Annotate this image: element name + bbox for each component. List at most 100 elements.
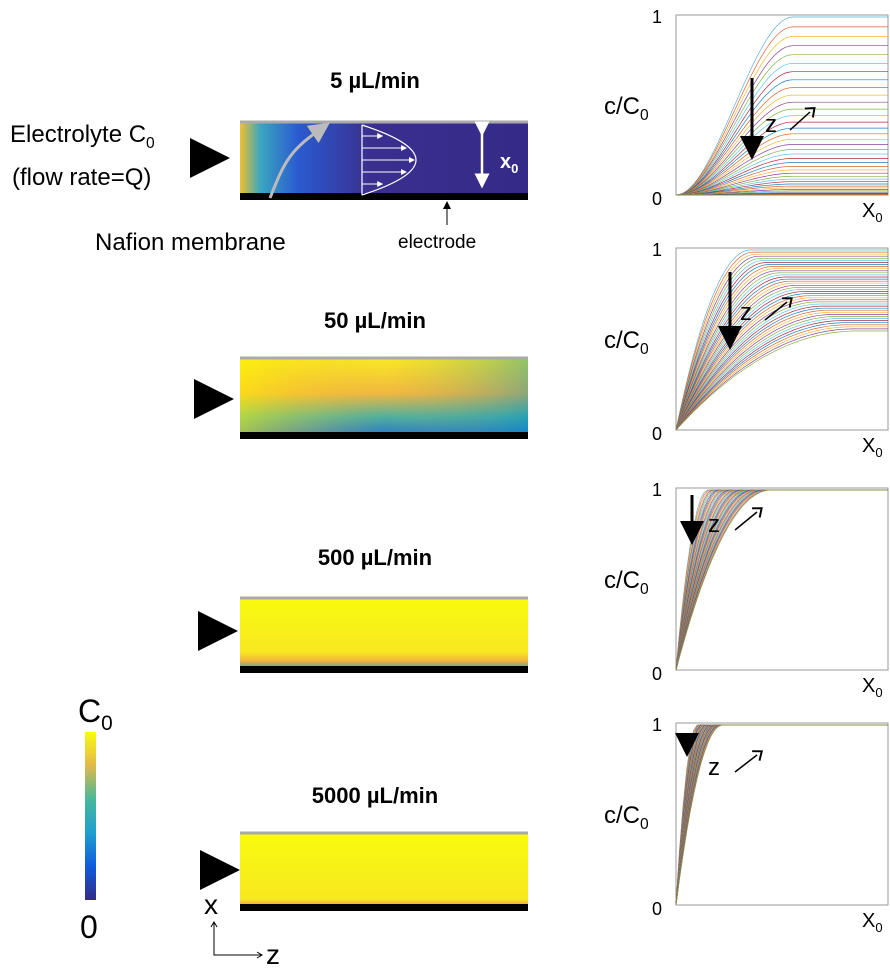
y-bottom-label: 0	[652, 664, 662, 684]
curve	[675, 293, 888, 431]
electrode	[240, 432, 528, 439]
plot-frame	[675, 722, 889, 906]
curve	[675, 138, 888, 196]
curve	[675, 144, 888, 196]
electrolyte-label-main: Electrolyte C	[10, 121, 146, 148]
curve	[675, 330, 888, 431]
y-axis-label-sub: 0	[640, 581, 649, 598]
curve	[675, 36, 888, 196]
direction-arrow	[734, 750, 763, 773]
direction-label: z	[740, 299, 752, 326]
curve	[675, 158, 888, 196]
curve	[675, 175, 888, 196]
curve	[675, 101, 888, 196]
direction-arrow	[789, 106, 816, 131]
curve	[675, 284, 888, 431]
height-label-main: x	[500, 151, 511, 173]
curve	[675, 71, 888, 196]
curve	[675, 94, 888, 196]
curve	[675, 282, 888, 431]
colorbar-bottom-label: 0	[80, 909, 98, 945]
curve	[675, 309, 888, 431]
curve	[675, 262, 888, 431]
colorbar	[85, 732, 96, 900]
curve	[675, 301, 888, 431]
curve	[675, 149, 888, 196]
plot-frame	[675, 487, 889, 671]
curve	[675, 26, 888, 196]
curve	[675, 299, 888, 431]
curve	[675, 274, 888, 431]
curve	[675, 255, 888, 431]
direction-label: z	[708, 754, 720, 781]
curve	[675, 54, 888, 196]
curve	[675, 724, 888, 906]
curve	[675, 133, 888, 196]
curve	[675, 278, 888, 431]
channel	[240, 598, 528, 670]
axis-legend-head-z	[256, 951, 263, 959]
curve	[676, 187, 888, 196]
y-axis-label-sub: 0	[640, 107, 649, 124]
flow-rate-title: 5 µL/min	[330, 68, 420, 93]
curve	[675, 305, 888, 431]
y-top-label: 1	[652, 480, 662, 500]
y-axis-label-sub: 0	[640, 816, 649, 833]
y-top-label: 1	[652, 240, 662, 260]
electrolyte-label-sub: 0	[146, 135, 155, 152]
curve	[675, 260, 888, 431]
curve	[675, 268, 888, 431]
curve	[675, 108, 888, 196]
x-axis-label-sub: 0	[875, 210, 882, 225]
y-axis-label-main: c/C	[604, 802, 640, 829]
curve	[675, 276, 888, 431]
curve	[675, 324, 888, 431]
curve	[675, 326, 888, 431]
y-axis-label-main: c/C	[604, 567, 640, 594]
channel	[240, 833, 528, 908]
electrode	[240, 904, 528, 911]
curve	[675, 169, 888, 196]
velocity-profile	[361, 124, 417, 196]
curve	[675, 489, 888, 671]
axis-z-label: z	[266, 939, 280, 968]
curve	[675, 79, 888, 196]
x-axis-label: X0	[862, 910, 883, 935]
curve	[675, 264, 888, 431]
curve	[675, 127, 888, 196]
curve	[676, 183, 888, 196]
flow-rate-title: 500 µL/min	[318, 545, 432, 570]
curve	[675, 270, 888, 431]
y-axis-label-main: c/C	[604, 93, 640, 120]
curve	[675, 314, 888, 431]
y-axis-label: c/C0	[604, 93, 649, 124]
curve	[675, 257, 888, 431]
curve	[675, 297, 888, 431]
curve	[676, 178, 888, 196]
curve	[675, 45, 888, 196]
curve	[675, 87, 888, 196]
y-axis-label: c/C0	[604, 327, 649, 358]
x-axis-label-sub: 0	[875, 920, 882, 935]
direction-arrow	[734, 507, 763, 531]
curve	[675, 295, 888, 431]
x-axis-label: X0	[862, 675, 883, 700]
direction-label: z	[708, 511, 720, 538]
curve	[675, 166, 888, 196]
curve	[675, 172, 888, 196]
x-axis-label-main: X	[862, 200, 875, 222]
direction-label: z	[765, 111, 777, 138]
axis-x-label: x	[204, 889, 218, 920]
curve	[675, 322, 888, 431]
y-bottom-label: 0	[652, 424, 662, 444]
y-top-label: 1	[652, 7, 662, 27]
electrolyte-label: Electrolyte C0	[10, 121, 155, 152]
curve	[675, 249, 888, 431]
y-axis-label-main: c/C	[604, 327, 640, 354]
height-label-sub: 0	[511, 161, 518, 176]
y-axis-label-sub: 0	[640, 341, 649, 358]
curves	[675, 724, 888, 906]
electrode-label: electrode	[398, 232, 476, 253]
y-axis-label: c/C0	[604, 802, 649, 833]
